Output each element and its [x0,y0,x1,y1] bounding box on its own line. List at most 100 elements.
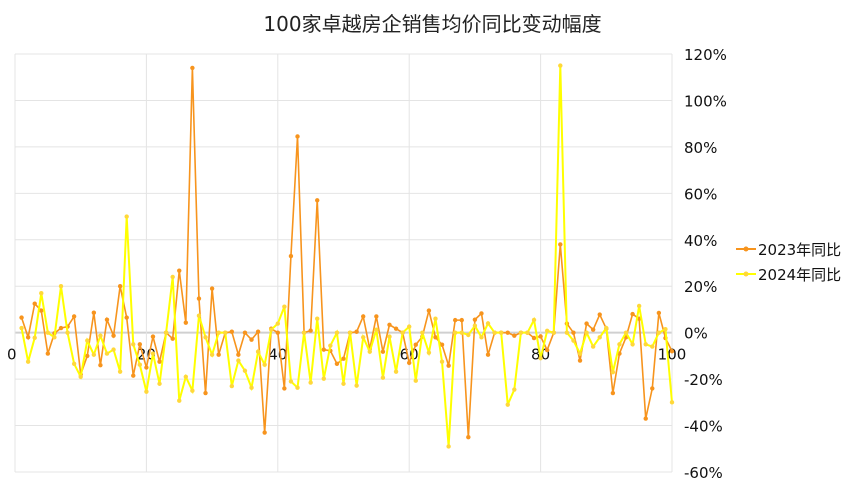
data-point [446,363,451,368]
data-point [39,290,44,296]
data-point [630,342,635,347]
data-point [512,333,517,338]
data-point [229,329,235,334]
data-point [584,321,589,326]
data-point [407,324,412,329]
legend-marker [743,246,749,252]
data-point [531,335,537,341]
data-point [295,385,300,390]
data-point [137,342,143,347]
y-tick-label: 20% [684,278,717,296]
data-point [393,326,399,331]
data-point [131,373,136,378]
data-point [525,330,530,335]
data-point [564,330,570,335]
y-tick-label: -20% [684,371,723,389]
data-point [157,381,162,386]
data-point [354,329,359,334]
data-point [111,347,116,352]
data-point [669,400,675,405]
data-point [472,317,478,322]
data-point [479,311,484,316]
data-point [328,343,333,348]
data-point [354,383,359,388]
data-point [242,368,248,373]
data-point [538,334,543,339]
data-point [466,332,471,338]
y-tick-label: 100% [684,92,727,110]
data-point [269,327,274,332]
data-point [85,353,90,359]
data-point [117,284,123,289]
data-point [439,342,445,347]
data-point [347,330,353,335]
data-point [669,349,675,354]
data-point [137,362,143,367]
data-point [163,330,169,335]
data-point [190,388,195,393]
data-point [315,316,320,321]
data-point [361,335,366,340]
data-point [275,321,280,326]
series-line [20,67,673,438]
data-point [505,402,510,407]
data-point [196,313,202,318]
data-point [32,335,37,340]
data-point [420,330,425,335]
data-point [209,286,215,291]
data-point [334,361,340,366]
data-point [255,349,261,354]
chart-title: 100家卓越房企销售均价同比变动幅度 [263,12,602,36]
legend: 2023年同比 2024年同比 [736,241,841,284]
data-point [249,337,254,342]
data-point [387,322,392,327]
y-tick-label: 80% [684,139,717,157]
data-point [577,358,583,363]
data-point [85,338,90,343]
legend-label: 2024年同比 [758,266,841,284]
data-point [387,334,392,339]
data-point [124,315,129,320]
data-point [91,352,97,357]
data-point [452,317,458,323]
data-point [610,390,616,396]
data-point [288,379,294,384]
data-point [288,253,294,259]
data-point [498,330,504,335]
data-point [242,330,248,335]
series-2023 [19,65,675,440]
data-point [380,349,386,354]
data-point [341,356,346,361]
data-point [308,328,313,333]
data-point [144,389,149,394]
data-point [341,381,346,386]
y-tick-label: 40% [684,232,717,250]
data-point [590,344,596,349]
data-point [223,330,228,335]
data-point [190,65,195,71]
data-point [479,335,484,340]
data-point [538,356,543,361]
data-point [361,314,366,319]
data-point [58,284,64,289]
data-point [466,434,471,440]
data-point [78,374,83,379]
data-point [617,342,622,347]
data-point [19,325,24,331]
y-tick-label: -60% [684,464,723,482]
legend-item: 2023年同比 [736,241,841,259]
data-point [643,342,648,347]
data-point [446,444,451,449]
data-point [45,330,51,335]
data-point [236,358,241,363]
data-point [630,311,635,317]
data-point [636,303,642,309]
data-point [236,352,241,357]
data-point [485,321,491,326]
grid [14,53,673,473]
data-point [413,378,418,383]
data-point [124,214,129,219]
data-point [301,330,307,335]
data-point [150,351,156,356]
data-point [183,320,189,325]
